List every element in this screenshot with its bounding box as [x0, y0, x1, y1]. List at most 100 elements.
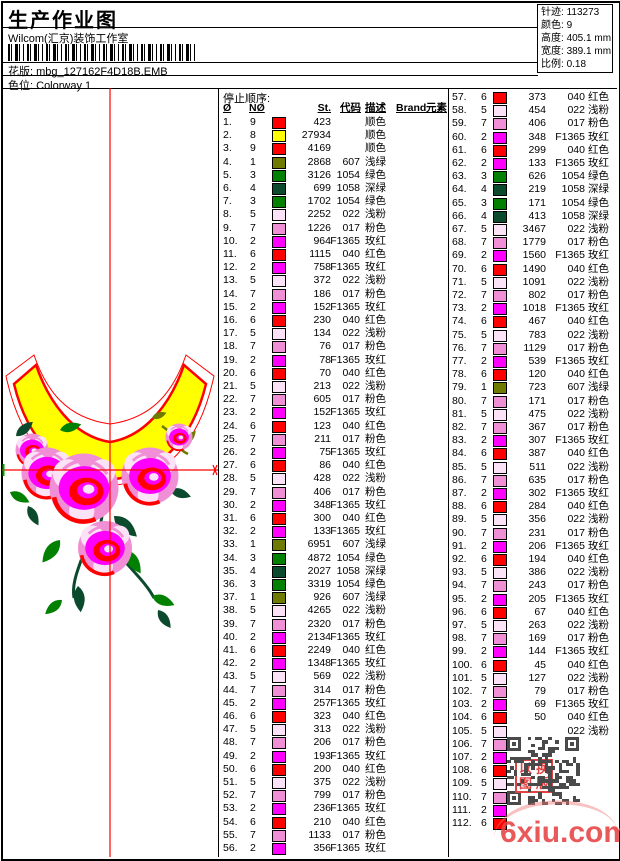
- needle-number: 7: [250, 287, 256, 300]
- thread-code: 022: [567, 724, 585, 737]
- thread-code: 017: [567, 289, 585, 301]
- stitch-count: 1560: [522, 249, 546, 262]
- thread-code: 017: [567, 526, 585, 539]
- stitch-count: 372: [313, 274, 331, 287]
- stitch-count: 348: [313, 498, 331, 511]
- needle-number: 7: [481, 632, 487, 645]
- stop-row: 37. 1 926 607 浅绿: [219, 591, 448, 605]
- color-swatch: [493, 646, 507, 659]
- thread-code: 040: [342, 512, 360, 524]
- stop-number: 79.: [452, 381, 467, 394]
- stop-number: 112.: [452, 817, 472, 829]
- stop-number: 106.: [452, 737, 473, 750]
- needle-number: 7: [481, 236, 487, 249]
- stitch-count: 186: [313, 287, 331, 300]
- stitch-count: 257: [313, 696, 331, 709]
- stitch-count: 758: [313, 261, 331, 274]
- stop-number: 41.: [223, 644, 238, 656]
- needle-number: 5: [250, 723, 256, 736]
- color-swatch: [272, 288, 286, 301]
- needle-number: 7: [481, 579, 487, 592]
- stop-row: 53. 2 236 F1365 玫红: [219, 802, 448, 816]
- color-description: 玫红: [588, 434, 609, 447]
- stop-number: 43.: [223, 670, 238, 683]
- color-swatch: [272, 790, 286, 803]
- needle-number: 9: [250, 116, 256, 128]
- stop-row: 50. 6 200 040 红色: [219, 763, 448, 776]
- thread-code: 040: [342, 815, 360, 828]
- stop-number: 77.: [452, 355, 467, 367]
- color-description: 深绿: [588, 183, 609, 196]
- color-swatch: [493, 580, 507, 593]
- stop-row: 97. 5 263 022 浅粉: [449, 619, 614, 632]
- needle-number: 2: [250, 353, 256, 366]
- color-description: 顺色: [365, 142, 386, 155]
- stop-row: 33. 1 6951 607 浅绿: [219, 538, 448, 552]
- color-description: 玫红: [365, 300, 386, 313]
- thread-code: 607: [342, 591, 360, 604]
- table-header: Ø NØ St. 代码 描述 Brand 元素: [219, 102, 448, 115]
- color-swatch: [493, 184, 507, 197]
- thread-code: F1365: [330, 498, 360, 511]
- color-description: 浅粉: [588, 275, 609, 288]
- color-swatch: [272, 724, 286, 737]
- stitch-count: 78: [319, 353, 331, 366]
- needle-number: 3: [250, 168, 256, 181]
- color-swatch: [493, 567, 507, 580]
- stitch-count: 2027: [307, 564, 331, 577]
- color-swatch: [272, 829, 286, 842]
- color-swatch: [493, 369, 507, 382]
- color-swatch: [493, 738, 507, 751]
- color-swatch: [272, 341, 286, 354]
- color-swatch: [272, 117, 286, 129]
- needle-number: 7: [250, 789, 256, 802]
- stop-row: 22. 7 605 017 粉色: [219, 393, 448, 407]
- stop-number: 54.: [223, 815, 238, 828]
- needle-number: 6: [250, 710, 256, 722]
- stop-number: 4.: [223, 155, 232, 168]
- stop-row: 81. 5 475 022 浅粉: [449, 408, 614, 421]
- stop-number: 99.: [452, 645, 467, 658]
- thread-code: 017: [567, 341, 585, 354]
- color-swatch: [493, 461, 507, 474]
- color-description: 粉色: [588, 685, 609, 697]
- stop-row: 35. 4 2027 1058 深绿: [219, 565, 448, 578]
- color-swatch: [272, 737, 286, 750]
- color-description: 玫红: [365, 749, 386, 762]
- color-description: 红色: [365, 459, 386, 472]
- needle-number: 4: [250, 564, 256, 577]
- color-swatch: [272, 486, 286, 499]
- stop-number: 21.: [223, 380, 238, 392]
- stop-number: 35.: [223, 564, 238, 577]
- color-swatch: [493, 316, 507, 329]
- stitch-count: 387: [528, 447, 546, 460]
- needle-number: 2: [250, 525, 256, 538]
- color-description: 玫红: [588, 645, 609, 658]
- qr-finder-icon: [507, 737, 521, 751]
- thread-code: 1054: [336, 195, 360, 208]
- stop-number: 105.: [452, 724, 473, 737]
- needle-number: 6: [481, 447, 487, 460]
- stop-row: 3. 9 4169 顺色: [219, 142, 448, 156]
- stitch-count: 323: [313, 710, 331, 722]
- stop-number: 19.: [223, 353, 238, 366]
- qr-finder-icon: [507, 791, 521, 805]
- stop-row: 76. 7 1129 017 粉色: [449, 342, 614, 355]
- stop-number: 47.: [223, 723, 238, 736]
- needle-number: 2: [250, 696, 256, 709]
- needle-number: 6: [481, 500, 487, 513]
- needle-number: 3: [481, 196, 487, 209]
- needle-number: 2: [481, 751, 487, 763]
- stitch-count: 206: [528, 539, 546, 552]
- thread-code: F1365: [330, 261, 360, 274]
- stop-number: 82.: [452, 421, 467, 433]
- col-element: 元素: [426, 102, 447, 114]
- stop-number: 27.: [223, 459, 238, 472]
- thread-code: F1365: [330, 234, 360, 247]
- stitch-count: 475: [528, 407, 546, 420]
- needle-number: 7: [481, 526, 487, 539]
- color-swatch: [493, 224, 507, 236]
- thread-code: 022: [567, 671, 585, 684]
- stop-row: 82. 7 367 017 粉色: [449, 421, 614, 434]
- stitch-count: 243: [528, 579, 546, 592]
